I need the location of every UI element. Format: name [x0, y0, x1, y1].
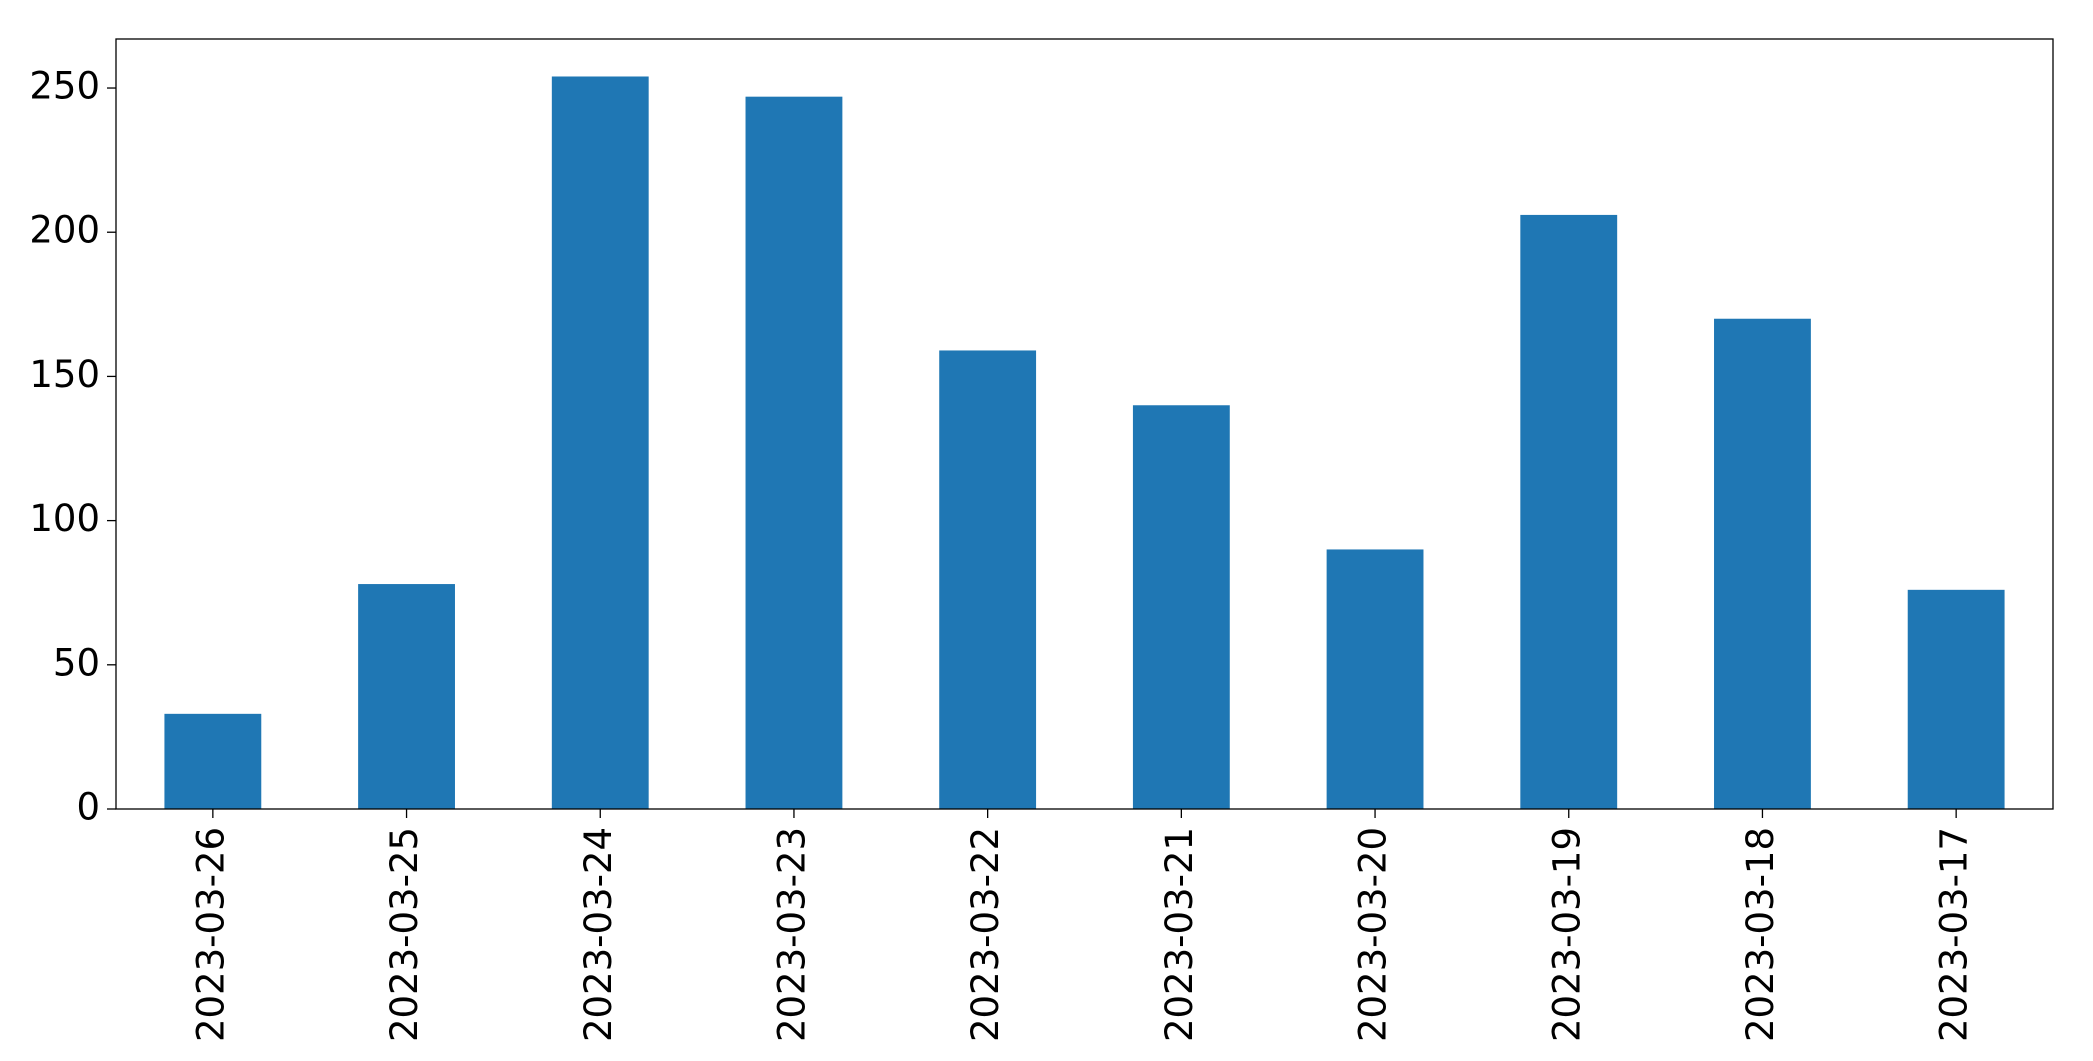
- x-tick-label: 2023-03-26: [189, 827, 232, 1042]
- y-tick-label: 100: [29, 497, 100, 540]
- bar: [1520, 214, 1618, 809]
- x-tick-label: 2023-03-18: [1739, 827, 1782, 1042]
- x-tick-label: 2023-03-24: [577, 827, 620, 1042]
- axes-frame: [115, 38, 2054, 810]
- bar: [164, 713, 262, 809]
- bar: [745, 96, 843, 809]
- bar: [551, 76, 649, 809]
- bar: [939, 350, 1037, 809]
- y-tick-label: 200: [29, 209, 100, 252]
- x-tick-label: 2023-03-22: [964, 827, 1007, 1042]
- bar: [1714, 318, 1811, 809]
- y-tick-label: 0: [76, 786, 100, 829]
- x-tick-label: 2023-03-25: [383, 827, 426, 1042]
- x-tick-label: 2023-03-23: [770, 827, 813, 1042]
- x-tick-label: 2023-03-20: [1352, 827, 1395, 1042]
- bar: [1326, 549, 1424, 809]
- y-tick-label: 150: [29, 353, 100, 396]
- x-tick-label: 2023-03-19: [1545, 827, 1588, 1042]
- y-tick-label: 250: [29, 65, 100, 108]
- x-tick-label: 2023-03-17: [1933, 827, 1976, 1042]
- bar: [1907, 589, 2005, 809]
- bar: [1132, 405, 1230, 809]
- bar: [358, 584, 455, 809]
- y-tick-label: 50: [53, 641, 100, 684]
- x-tick-label: 2023-03-21: [1158, 827, 1201, 1042]
